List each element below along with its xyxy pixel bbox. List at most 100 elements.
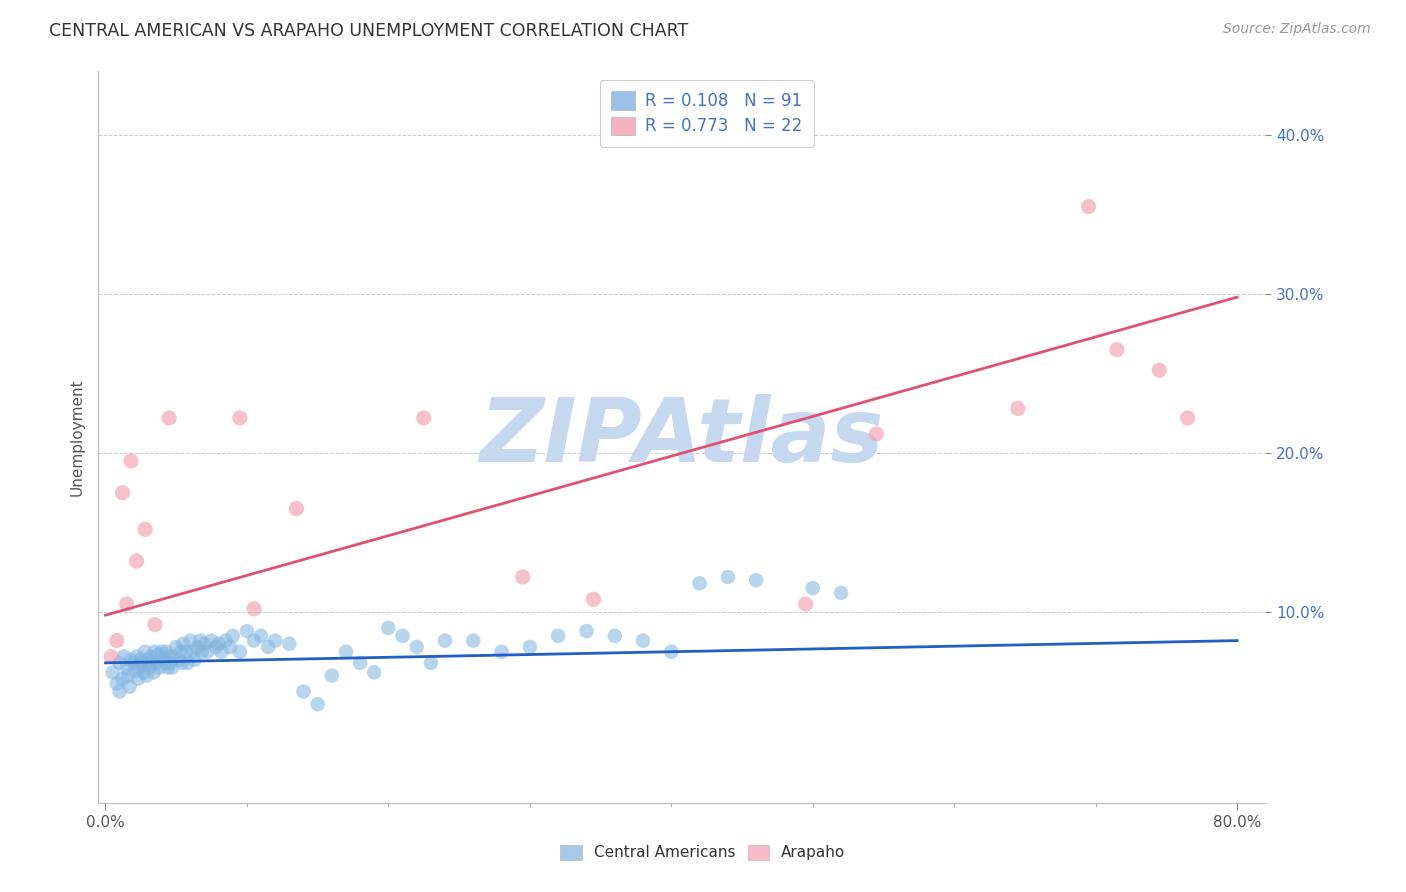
Point [131,656,153,670]
Point [115,597,138,611]
Point [335,645,357,659]
Point [412,411,434,425]
Point [363,665,385,680]
Point [278,637,301,651]
Text: ZIPAtlas: ZIPAtlas [479,393,884,481]
Point [830,586,852,600]
Point [118,680,141,694]
Legend: R = 0.108   N = 91, R = 0.773   N = 22: R = 0.108 N = 91, R = 0.773 N = 22 [600,79,814,147]
Point [794,597,817,611]
Point [165,640,187,654]
Point [112,649,135,664]
Point [167,653,190,667]
Point [150,645,173,659]
Point [519,640,541,654]
Point [575,624,598,638]
Point [152,653,174,667]
Point [153,656,176,670]
Point [117,668,139,682]
Point [292,684,315,698]
Point [174,645,197,659]
Point [631,633,654,648]
Point [139,649,162,664]
Y-axis label: Unemployment: Unemployment [69,378,84,496]
Point [115,660,138,674]
Point [195,645,218,659]
Point [138,660,160,674]
Point [491,645,513,659]
Point [1007,401,1029,416]
Point [134,645,156,659]
Point [142,665,165,680]
Point [146,648,169,662]
Point [865,426,887,441]
Point [219,640,242,654]
Point [176,656,198,670]
Point [205,640,228,654]
Point [243,633,266,648]
Point [108,684,131,698]
Point [105,676,128,690]
Point [135,668,157,682]
Point [1077,200,1099,214]
Point [208,637,231,651]
Point [547,629,569,643]
Point [200,633,222,648]
Point [193,637,215,651]
Text: CENTRAL AMERICAN VS ARAPAHO UNEMPLOYMENT CORRELATION CHART: CENTRAL AMERICAN VS ARAPAHO UNEMPLOYMENT… [49,22,689,40]
Point [100,649,122,664]
Point [183,653,205,667]
Point [160,660,183,674]
Point [419,656,441,670]
Point [236,624,259,638]
Point [125,649,148,664]
Point [172,637,194,651]
Point [125,554,148,568]
Point [127,672,149,686]
Point [111,485,134,500]
Point [157,411,180,425]
Point [689,576,711,591]
Point [186,640,208,654]
Point [148,660,170,674]
Point [181,645,204,659]
Point [179,633,201,648]
Point [136,653,159,667]
Point [307,697,329,711]
Point [717,570,740,584]
Point [405,640,427,654]
Point [222,629,245,643]
Point [143,645,166,659]
Point [122,656,145,670]
Point [463,633,485,648]
Point [188,633,211,648]
Point [108,656,131,670]
Point [120,454,142,468]
Point [105,633,128,648]
Point [159,656,181,670]
Point [264,633,287,648]
Point [155,645,177,659]
Legend: Central Americans, Arapaho: Central Americans, Arapaho [554,838,852,866]
Point [321,668,343,682]
Point [433,633,456,648]
Point [1149,363,1171,377]
Point [391,629,413,643]
Point [134,522,156,536]
Point [162,649,184,664]
Point [1105,343,1128,357]
Point [801,581,824,595]
Point [603,629,626,643]
Point [120,653,142,667]
Point [145,656,167,670]
Point [349,656,371,670]
Point [243,602,266,616]
Point [132,665,155,680]
Point [512,570,534,584]
Point [211,645,233,659]
Point [169,645,191,659]
Point [141,656,163,670]
Point [1177,411,1199,425]
Text: Source: ZipAtlas.com: Source: ZipAtlas.com [1223,22,1371,37]
Point [170,656,193,670]
